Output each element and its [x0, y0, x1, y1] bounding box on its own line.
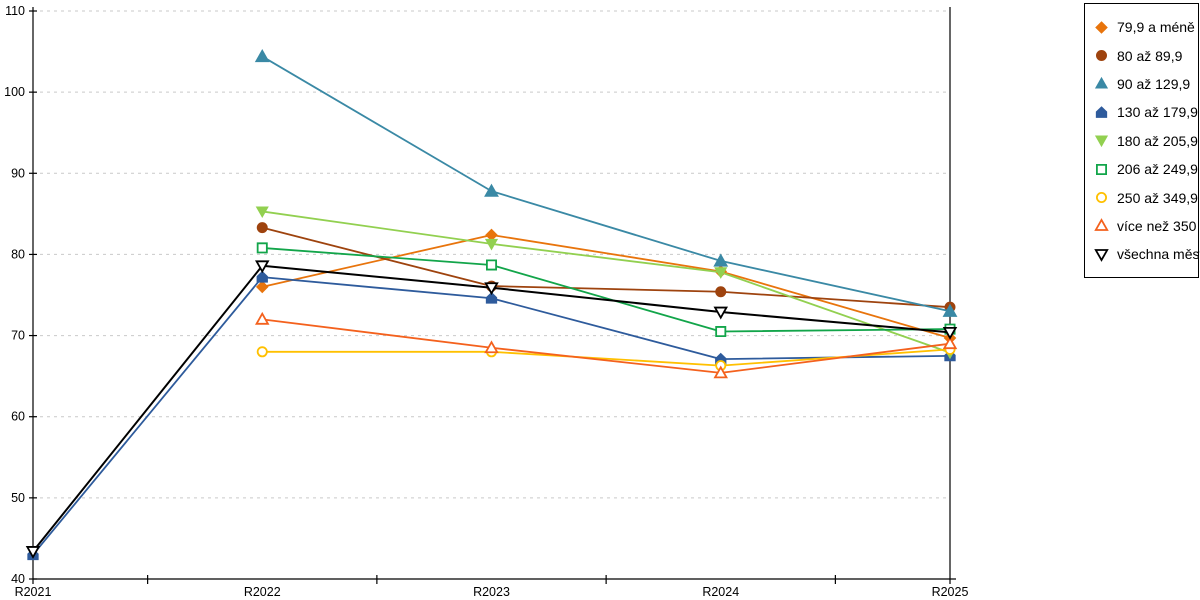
data-point-marker — [255, 206, 269, 219]
square-legend-icon — [1096, 163, 1107, 175]
series-group — [254, 311, 958, 379]
legend-label: všechna města — [1117, 246, 1200, 263]
legend-item: 80 až 89,9 — [1094, 41, 1194, 69]
triangle-up-marker-icon — [1094, 77, 1109, 89]
triangle-down-legend-icon — [1094, 135, 1109, 148]
series-group — [256, 242, 956, 338]
legend-label: 79,9 a méně — [1117, 19, 1195, 36]
x-axis-category-label: R2023 — [473, 585, 510, 599]
data-point-marker — [254, 260, 270, 274]
series-line — [262, 318, 951, 374]
square-marker-icon — [1096, 163, 1107, 175]
series-line — [32, 276, 951, 556]
series-group — [255, 206, 957, 360]
data-point-marker — [942, 336, 958, 350]
triangle-down-marker-icon — [1094, 135, 1109, 148]
circle-marker-icon — [1096, 50, 1107, 62]
legend-label: 180 až 205,9 — [1117, 132, 1198, 149]
series-line — [262, 226, 951, 309]
data-point-marker — [714, 267, 728, 279]
legend: 79,9 a méně 80 až 89,9 90 až 129,9 130 až 1… — [1084, 3, 1200, 278]
legend-item: 79,9 a méně — [1094, 13, 1195, 41]
data-point-marker — [713, 253, 729, 267]
y-axis-tick-label: 90 — [11, 166, 25, 180]
diamond-legend-icon — [1095, 20, 1108, 34]
data-point-marker — [256, 270, 268, 283]
data-point-marker — [255, 280, 269, 294]
triangle-up-marker-icon — [1094, 218, 1109, 232]
legend-item: 130 až 179,9 — [1094, 98, 1198, 126]
y-axis-tick-label: 50 — [11, 491, 25, 505]
legend-label: 250 až 349,9 — [1117, 189, 1198, 206]
series-group — [25, 260, 958, 559]
data-point-marker — [942, 303, 958, 317]
series-line — [262, 210, 951, 354]
pentagon-legend-icon — [1095, 106, 1108, 118]
data-point-marker — [256, 222, 268, 234]
y-axis-tick-label: 110 — [5, 4, 25, 18]
data-point-marker — [715, 286, 727, 298]
x-axis-category-label: R2024 — [702, 585, 739, 599]
series-group — [254, 48, 958, 317]
y-axis-tick-label: 80 — [11, 247, 25, 261]
legend-label: 206 až 249,9 — [1117, 161, 1198, 178]
data-point-marker — [715, 326, 727, 338]
pentagon-marker-icon — [1095, 106, 1108, 118]
legend-label: 130 až 179,9 — [1117, 104, 1198, 121]
y-axis-tick-label: 60 — [11, 410, 25, 424]
legend-label: 90 až 129,9 — [1117, 75, 1191, 92]
legend-item: všechna města — [1094, 240, 1200, 268]
data-point-marker — [484, 238, 499, 251]
series-line — [262, 247, 951, 333]
data-point-marker — [484, 340, 499, 354]
legend-item: více než 350 — [1094, 212, 1197, 240]
legend-label: 80 až 89,9 — [1117, 47, 1183, 64]
legend-item: 206 až 249,9 — [1094, 155, 1198, 183]
series-line — [261, 55, 951, 313]
x-axis-category-label: R2025 — [932, 585, 969, 599]
data-point-marker — [486, 259, 497, 271]
triangle-up-legend-icon — [1094, 77, 1109, 89]
y-axis-tick-label: 40 — [11, 572, 25, 586]
data-point-marker — [713, 306, 729, 320]
data-point-marker — [485, 228, 498, 242]
triangle-down-marker-icon — [1094, 248, 1109, 262]
series-line — [262, 234, 951, 339]
data-point-marker — [942, 326, 958, 340]
data-point-marker — [254, 311, 270, 325]
circle-marker-icon — [1096, 192, 1107, 204]
data-point-marker — [25, 546, 41, 559]
triangle-down-legend-icon — [1094, 248, 1109, 262]
data-point-marker — [484, 282, 499, 296]
data-point-marker — [256, 242, 268, 254]
data-point-marker — [484, 183, 499, 197]
circle-legend-icon — [1096, 50, 1107, 62]
circle-legend-icon — [1096, 192, 1107, 204]
data-point-marker — [485, 291, 498, 304]
x-axis-category-label: R2021 — [15, 585, 52, 599]
data-point-marker — [254, 48, 270, 63]
triangle-up-legend-icon — [1094, 218, 1109, 232]
series-line — [32, 264, 951, 553]
data-point-marker — [256, 346, 268, 358]
legend-item: 180 až 205,9 — [1094, 127, 1198, 155]
x-axis-category-label: R2022 — [244, 585, 281, 599]
data-point-marker — [713, 365, 729, 379]
legend-item: 250 až 349,9 — [1094, 183, 1198, 211]
legend-label: více než 350 — [1117, 217, 1197, 234]
legend-item: 90 až 129,9 — [1094, 70, 1194, 98]
series-group — [27, 270, 956, 561]
y-axis-tick-label: 70 — [11, 329, 25, 343]
diamond-marker-icon — [1095, 20, 1108, 34]
y-axis-tick-label: 100 — [4, 85, 25, 99]
